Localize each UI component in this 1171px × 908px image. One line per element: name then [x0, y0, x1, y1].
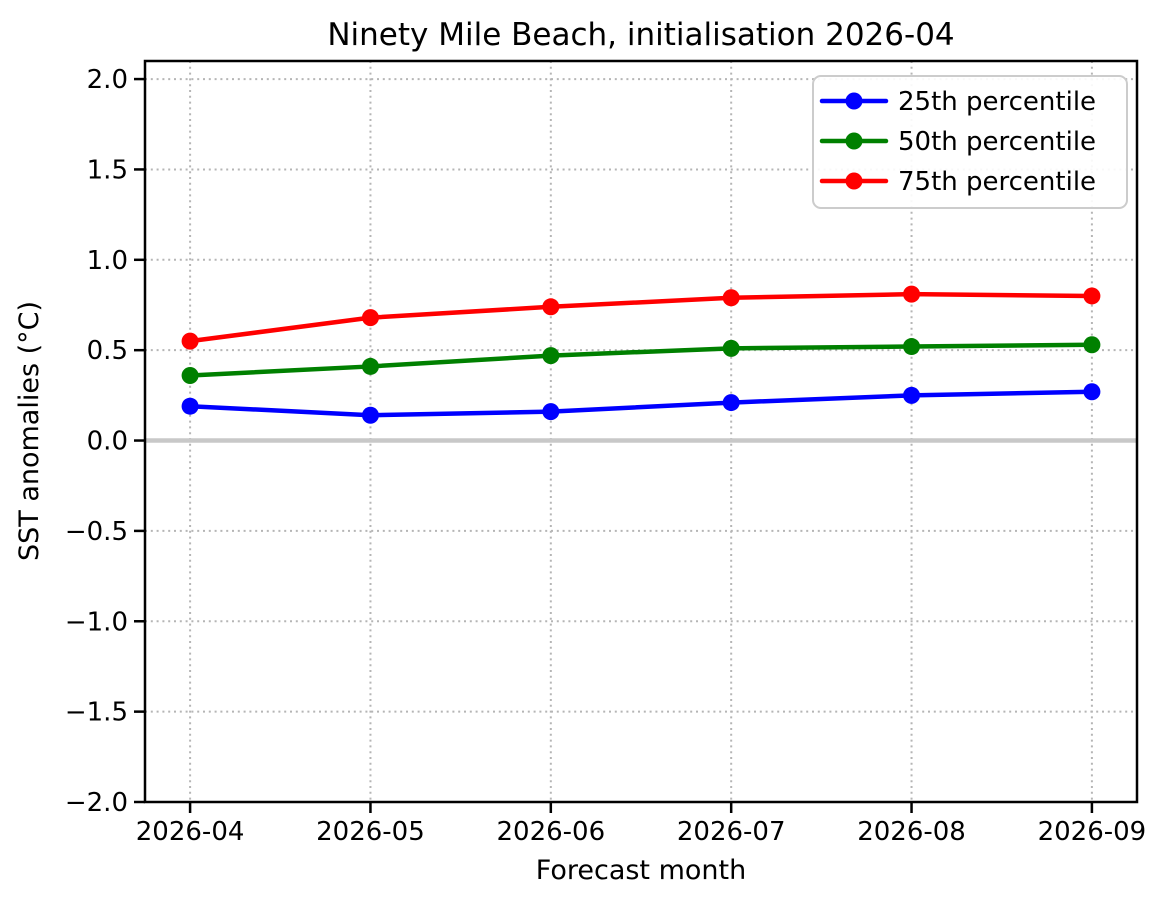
- data-point: [722, 394, 740, 412]
- chart-title: Ninety Mile Beach, initialisation 2026-0…: [327, 17, 954, 53]
- legend-item: 25th percentile: [819, 87, 1096, 117]
- legend-item-label: 25th percentile: [898, 87, 1096, 117]
- y-tick-label: 1.5: [87, 155, 128, 185]
- legend-marker: [845, 172, 863, 190]
- data-point: [542, 403, 560, 421]
- legend-marker: [845, 132, 863, 150]
- data-point: [181, 366, 199, 384]
- series-line: [187, 291, 1095, 344]
- tick-layer: 2.0 1.5 1.0 0.5 0.0 −0.5 −1.0 −1.5 −2.0 2026-04 20…: [65, 65, 1146, 847]
- legend-marker: [845, 92, 863, 110]
- data-point: [903, 386, 921, 404]
- data-point: [1083, 383, 1101, 401]
- series-75th-percentile: [181, 285, 1101, 350]
- x-tick-label: 2026-06: [496, 817, 605, 847]
- x-tick-label: 2026-08: [857, 817, 966, 847]
- series-line: [187, 342, 1095, 378]
- data-point: [722, 339, 740, 357]
- legend-item-label: 50th percentile: [898, 127, 1096, 157]
- y-tick-label: 2.0: [87, 65, 128, 95]
- legend-box: [812, 75, 1128, 209]
- y-tick-label: −1.0: [65, 607, 128, 637]
- data-point: [181, 397, 199, 415]
- plot-border: [143, 59, 1139, 804]
- data-point: [361, 357, 379, 375]
- x-tick-label: 2026-04: [136, 817, 245, 847]
- x-tick-label: 2026-07: [677, 817, 786, 847]
- series-25th-percentile: [181, 383, 1101, 424]
- data-point: [903, 285, 921, 303]
- legend-item: 75th percentile: [819, 167, 1096, 197]
- series-line: [187, 389, 1095, 418]
- data-point: [361, 309, 379, 327]
- y-tick-label: −2.0: [65, 788, 128, 818]
- data-point: [722, 289, 740, 307]
- x-tick-label: 2026-09: [1038, 817, 1147, 847]
- data-point: [542, 298, 560, 316]
- legend-item: 50th percentile: [819, 127, 1096, 157]
- legend: 25th percentile 50th percentile 75th perce…: [812, 75, 1128, 209]
- series-50th-percentile: [181, 336, 1101, 384]
- y-axis-label: SST anomalies (°C): [14, 301, 45, 561]
- axes-layer: [143, 59, 1139, 804]
- series-layer: [181, 285, 1101, 424]
- data-point: [903, 338, 921, 356]
- legend-item-label: 75th percentile: [898, 167, 1096, 197]
- y-tick-label: −1.5: [65, 698, 128, 728]
- y-tick-label: 1.0: [87, 246, 128, 276]
- x-tick-label: 2026-05: [316, 817, 425, 847]
- data-point: [1083, 287, 1101, 305]
- data-point: [361, 406, 379, 424]
- data-point: [181, 332, 199, 350]
- y-tick-label: 0.5: [87, 336, 128, 366]
- y-tick-label: 0.0: [87, 427, 128, 457]
- y-tick-label: −0.5: [65, 517, 128, 547]
- x-axis-label: Forecast month: [536, 855, 746, 886]
- data-point: [1083, 336, 1101, 354]
- data-point: [542, 347, 560, 365]
